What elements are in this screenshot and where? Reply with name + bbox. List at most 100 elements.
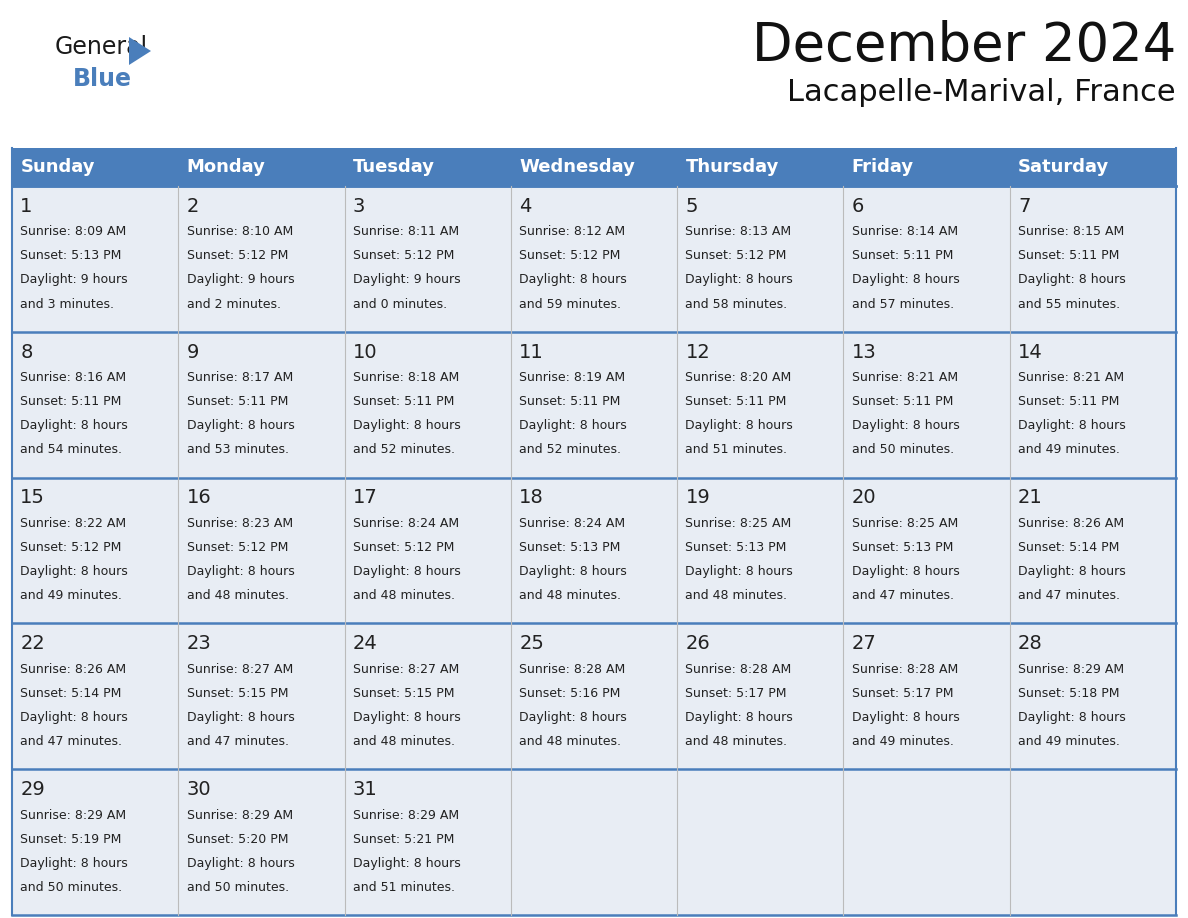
Text: and 48 minutes.: and 48 minutes. — [685, 735, 788, 748]
Text: and 47 minutes.: and 47 minutes. — [20, 735, 122, 748]
Text: Sunset: 5:16 PM: Sunset: 5:16 PM — [519, 687, 620, 700]
Text: December 2024: December 2024 — [752, 20, 1176, 72]
Bar — [345, 331, 511, 477]
Text: Daylight: 8 hours: Daylight: 8 hours — [353, 565, 461, 578]
Text: 11: 11 — [519, 342, 544, 362]
Text: Sunrise: 8:27 AM: Sunrise: 8:27 AM — [187, 663, 293, 676]
Bar — [843, 623, 1010, 769]
Text: and 55 minutes.: and 55 minutes. — [1018, 297, 1120, 310]
Bar — [677, 331, 843, 477]
Text: Daylight: 8 hours: Daylight: 8 hours — [685, 565, 794, 578]
Text: and 53 minutes.: and 53 minutes. — [187, 443, 289, 456]
Text: Sunset: 5:14 PM: Sunset: 5:14 PM — [20, 687, 121, 700]
Text: and 52 minutes.: and 52 minutes. — [519, 443, 621, 456]
Text: and 50 minutes.: and 50 minutes. — [852, 443, 954, 456]
Text: 20: 20 — [852, 488, 877, 508]
Text: Sunrise: 8:24 AM: Sunrise: 8:24 AM — [519, 517, 625, 530]
Text: Daylight: 8 hours: Daylight: 8 hours — [187, 565, 295, 578]
Text: 16: 16 — [187, 488, 211, 508]
Bar — [511, 148, 677, 186]
Text: Sunset: 5:21 PM: Sunset: 5:21 PM — [353, 833, 454, 845]
Text: Sunrise: 8:25 AM: Sunrise: 8:25 AM — [685, 517, 791, 530]
Text: and 48 minutes.: and 48 minutes. — [187, 589, 289, 602]
Text: and 51 minutes.: and 51 minutes. — [353, 880, 455, 894]
Text: 14: 14 — [1018, 342, 1043, 362]
Text: and 48 minutes.: and 48 minutes. — [519, 589, 621, 602]
Bar — [345, 623, 511, 769]
Text: Daylight: 8 hours: Daylight: 8 hours — [1018, 711, 1126, 724]
Text: Daylight: 8 hours: Daylight: 8 hours — [685, 274, 794, 286]
Text: Sunrise: 8:29 AM: Sunrise: 8:29 AM — [20, 809, 126, 822]
Text: 22: 22 — [20, 634, 45, 653]
Text: Sunset: 5:12 PM: Sunset: 5:12 PM — [353, 250, 454, 263]
Text: and 3 minutes.: and 3 minutes. — [20, 297, 114, 310]
Bar — [1010, 769, 1176, 915]
Text: Daylight: 8 hours: Daylight: 8 hours — [519, 274, 627, 286]
Bar — [12, 477, 178, 623]
Text: Sunset: 5:13 PM: Sunset: 5:13 PM — [685, 541, 786, 554]
Text: 8: 8 — [20, 342, 33, 362]
Bar — [677, 148, 843, 186]
Text: Sunset: 5:20 PM: Sunset: 5:20 PM — [187, 833, 289, 845]
Bar — [677, 477, 843, 623]
Text: Sunset: 5:15 PM: Sunset: 5:15 PM — [353, 687, 454, 700]
Text: Daylight: 8 hours: Daylight: 8 hours — [353, 856, 461, 869]
Bar — [843, 477, 1010, 623]
Text: Sunset: 5:11 PM: Sunset: 5:11 PM — [1018, 250, 1119, 263]
Text: 26: 26 — [685, 634, 710, 653]
Bar — [12, 148, 178, 186]
Bar — [1010, 477, 1176, 623]
Bar — [12, 769, 178, 915]
Bar — [345, 186, 511, 331]
Text: Sunrise: 8:23 AM: Sunrise: 8:23 AM — [187, 517, 292, 530]
Bar — [511, 186, 677, 331]
Bar — [677, 623, 843, 769]
Bar — [178, 477, 345, 623]
Text: Daylight: 8 hours: Daylight: 8 hours — [353, 711, 461, 724]
Text: Sunrise: 8:26 AM: Sunrise: 8:26 AM — [1018, 517, 1124, 530]
Bar — [1010, 148, 1176, 186]
Text: Sunset: 5:11 PM: Sunset: 5:11 PM — [519, 396, 620, 409]
Text: Thursday: Thursday — [685, 158, 779, 176]
Text: 21: 21 — [1018, 488, 1043, 508]
Bar — [345, 769, 511, 915]
Text: Sunrise: 8:17 AM: Sunrise: 8:17 AM — [187, 371, 293, 384]
Text: Sunrise: 8:25 AM: Sunrise: 8:25 AM — [852, 517, 958, 530]
Bar — [178, 186, 345, 331]
Text: Daylight: 8 hours: Daylight: 8 hours — [1018, 274, 1126, 286]
Text: and 49 minutes.: and 49 minutes. — [20, 589, 122, 602]
Text: Daylight: 8 hours: Daylight: 8 hours — [187, 420, 295, 432]
Text: Sunset: 5:12 PM: Sunset: 5:12 PM — [187, 250, 287, 263]
Text: and 2 minutes.: and 2 minutes. — [187, 297, 280, 310]
Text: and 50 minutes.: and 50 minutes. — [20, 880, 122, 894]
Text: Daylight: 8 hours: Daylight: 8 hours — [519, 565, 627, 578]
Text: Sunset: 5:12 PM: Sunset: 5:12 PM — [519, 250, 620, 263]
Bar — [178, 623, 345, 769]
Bar — [12, 186, 178, 331]
Text: and 47 minutes.: and 47 minutes. — [187, 735, 289, 748]
Text: and 48 minutes.: and 48 minutes. — [685, 589, 788, 602]
Text: Sunrise: 8:16 AM: Sunrise: 8:16 AM — [20, 371, 126, 384]
Text: and 52 minutes.: and 52 minutes. — [353, 443, 455, 456]
Text: Sunrise: 8:21 AM: Sunrise: 8:21 AM — [1018, 371, 1124, 384]
Text: Daylight: 8 hours: Daylight: 8 hours — [1018, 565, 1126, 578]
Text: 6: 6 — [852, 196, 864, 216]
Text: Daylight: 8 hours: Daylight: 8 hours — [20, 565, 128, 578]
Text: and 51 minutes.: and 51 minutes. — [685, 443, 788, 456]
Text: Sunrise: 8:19 AM: Sunrise: 8:19 AM — [519, 371, 625, 384]
Text: 25: 25 — [519, 634, 544, 653]
Text: Sunset: 5:11 PM: Sunset: 5:11 PM — [852, 250, 953, 263]
Text: Sunrise: 8:13 AM: Sunrise: 8:13 AM — [685, 225, 791, 239]
Text: Daylight: 8 hours: Daylight: 8 hours — [519, 420, 627, 432]
Bar — [677, 186, 843, 331]
Text: Daylight: 8 hours: Daylight: 8 hours — [353, 420, 461, 432]
Bar — [1010, 186, 1176, 331]
Text: Sunrise: 8:09 AM: Sunrise: 8:09 AM — [20, 225, 127, 239]
Bar — [345, 148, 511, 186]
Text: 28: 28 — [1018, 634, 1043, 653]
Text: Daylight: 9 hours: Daylight: 9 hours — [20, 274, 128, 286]
Bar — [345, 477, 511, 623]
Text: Daylight: 8 hours: Daylight: 8 hours — [852, 420, 960, 432]
Text: Sunset: 5:11 PM: Sunset: 5:11 PM — [852, 396, 953, 409]
Text: Daylight: 8 hours: Daylight: 8 hours — [519, 711, 627, 724]
